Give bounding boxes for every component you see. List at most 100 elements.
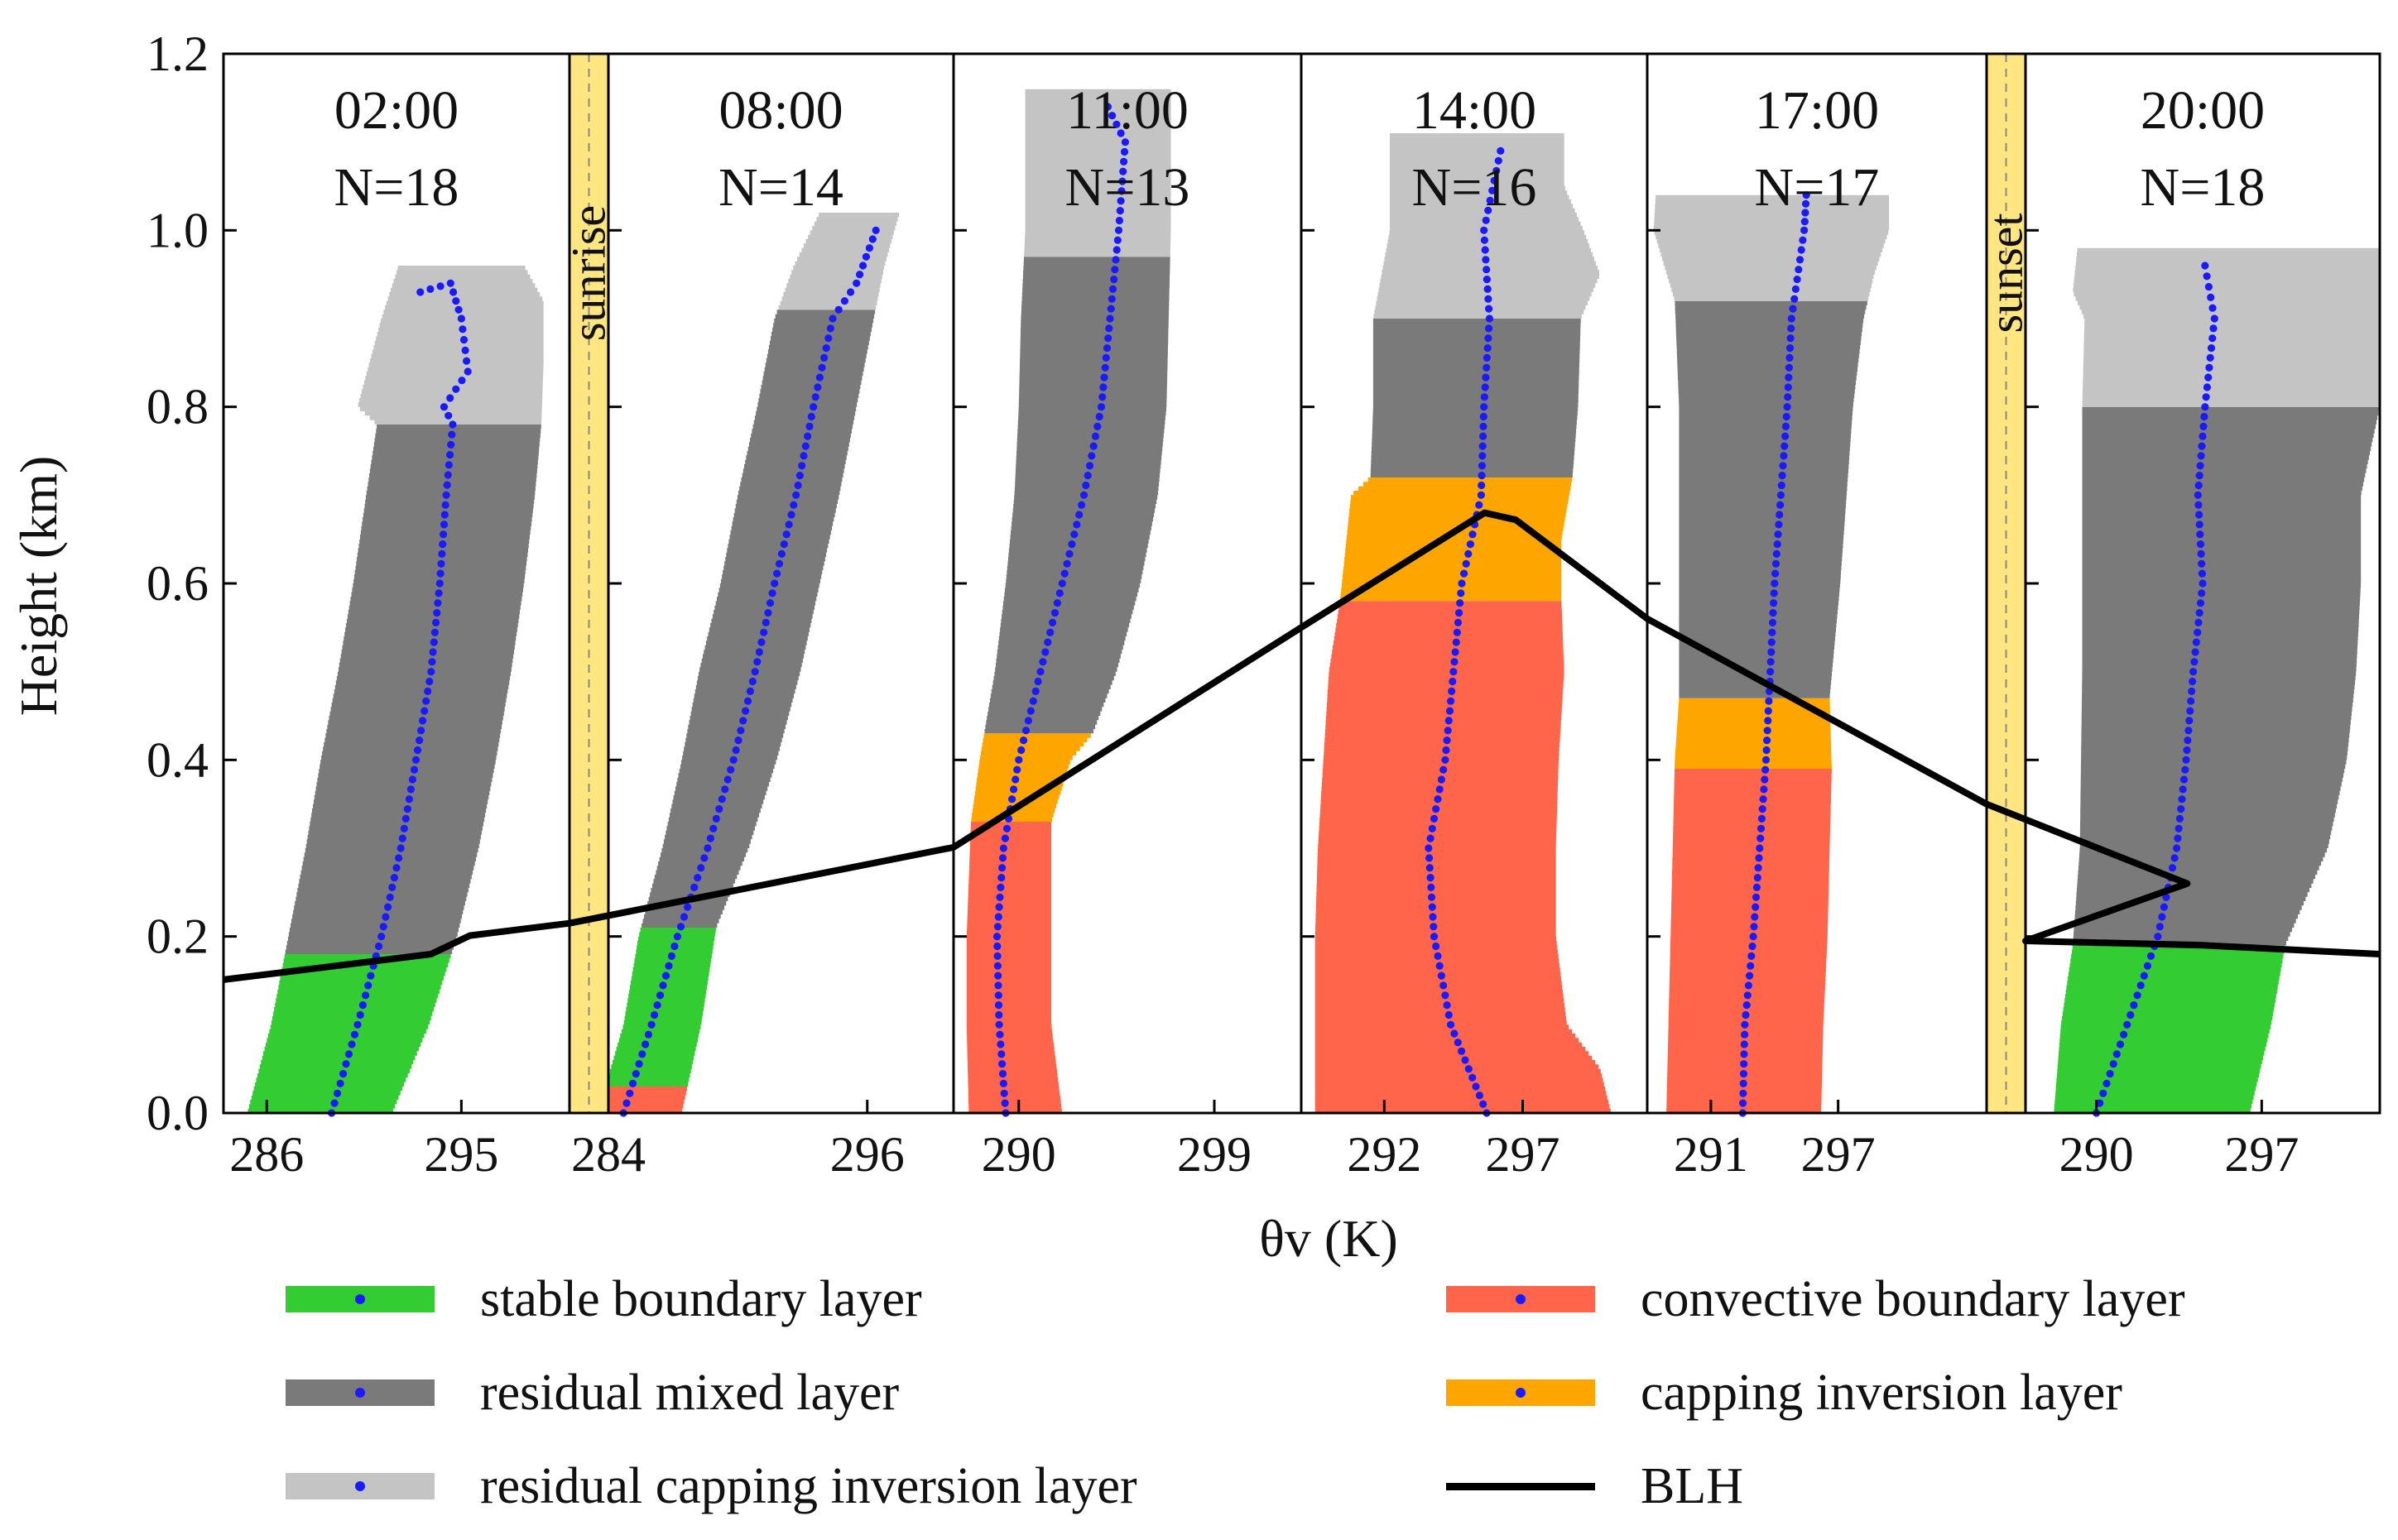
profile-point — [463, 357, 471, 365]
profile-point — [443, 481, 451, 489]
profile-point — [1044, 638, 1052, 646]
legend-label: residual capping inversion layer — [480, 1457, 1137, 1514]
profile-point — [1120, 147, 1129, 156]
profile-point — [2189, 668, 2198, 676]
profile-point — [1781, 422, 1790, 430]
profile-point — [1001, 834, 1009, 842]
profile-point — [626, 1089, 634, 1097]
profile-point — [1740, 1050, 1748, 1058]
profile-point — [998, 864, 1007, 872]
profile-point — [993, 942, 1002, 951]
panel-count-label: N=14 — [718, 157, 843, 218]
profile-point — [1780, 452, 1788, 460]
profile-point — [1120, 157, 1128, 166]
profile-point — [1439, 981, 1448, 990]
profile-point — [1800, 218, 1809, 226]
profile-point — [1746, 971, 1754, 980]
legend-swatch-residual-mixed — [286, 1379, 435, 1406]
layer-band-capping — [971, 733, 1091, 822]
profile-point — [417, 727, 425, 735]
profile-point — [1758, 805, 1766, 813]
profile-point — [1747, 952, 1756, 960]
profile-point — [446, 451, 454, 459]
profile-point — [2194, 628, 2202, 636]
profile-point — [1091, 432, 1100, 440]
profile-point — [1778, 472, 1786, 480]
x-tick-label: 290 — [982, 1127, 1056, 1182]
profile-point — [2099, 1089, 2107, 1097]
profile-point — [700, 854, 709, 862]
profile-point — [992, 933, 1002, 941]
profile-point — [1785, 363, 1793, 372]
profile-point — [673, 933, 682, 941]
profile-point — [665, 962, 673, 970]
profile-point — [1441, 991, 1449, 1000]
profile-point — [1753, 874, 1761, 882]
profile-point — [461, 346, 469, 354]
profile-point — [1790, 295, 1799, 303]
profile-point — [1479, 422, 1487, 430]
profile-point — [1103, 344, 1112, 353]
profile-point — [1776, 491, 1785, 499]
y-tick-label: 0.6 — [147, 556, 209, 611]
profile-point — [1432, 805, 1440, 813]
profile-point — [1802, 191, 1810, 199]
profile-point — [995, 1010, 1003, 1019]
profile-point — [1478, 452, 1487, 460]
profile-point — [1425, 864, 1434, 872]
profile-point — [1461, 1056, 1469, 1064]
x-tick-label: 297 — [1486, 1127, 1560, 1182]
layer-bands — [247, 89, 2380, 1113]
profile-point — [2162, 893, 2170, 901]
profile-point — [1741, 1030, 1749, 1039]
legend-item-residual-mixed: residual mixed layer — [286, 1355, 899, 1430]
profile-point — [1065, 549, 1074, 559]
panel-time-label: 02:00 — [334, 80, 459, 141]
profile-point — [805, 422, 814, 430]
profile-point — [994, 971, 1002, 980]
profile-point — [1739, 1089, 1747, 1097]
profile-point — [743, 697, 752, 705]
profile-point — [2133, 991, 2141, 1000]
profile-point — [670, 942, 679, 951]
profile-point — [807, 412, 815, 421]
profile-point — [2154, 933, 2162, 941]
profile-point — [1439, 765, 1448, 774]
profile-point — [995, 903, 1003, 911]
y-tick-label: 1.0 — [147, 203, 209, 257]
profile-point — [1435, 962, 1444, 970]
profile-point — [430, 628, 440, 636]
profile-point — [742, 707, 750, 715]
profile-point — [1793, 276, 1801, 284]
profile-point — [1453, 628, 1461, 636]
blh-line — [223, 509, 2381, 983]
blh-curve — [223, 509, 2381, 983]
profile-point — [2203, 272, 2211, 281]
profile-point — [422, 697, 430, 705]
profile-point — [1000, 1089, 1008, 1097]
profile-point — [2112, 1050, 2121, 1058]
profile-point — [1449, 668, 1458, 676]
profile-point — [2188, 687, 2196, 696]
profile-point — [1430, 923, 1438, 931]
profile-point — [439, 540, 447, 549]
profile-point — [2196, 540, 2205, 549]
profile-point — [1481, 246, 1489, 254]
layer-band-stable — [2054, 945, 2285, 1113]
profile-point — [2210, 314, 2218, 323]
legend-label: residual mixed layer — [480, 1364, 900, 1421]
profile-point — [449, 288, 458, 296]
profile-point — [2194, 618, 2203, 627]
time-markers: sunrise sunset — [562, 54, 2033, 1113]
profile-point — [442, 491, 450, 499]
profile-point — [2143, 962, 2151, 970]
panel-time-label: 08:00 — [718, 80, 843, 141]
profile-point — [1786, 334, 1795, 343]
profile-point — [1784, 393, 1792, 401]
profile-point — [1001, 1099, 1009, 1107]
profile-point — [1430, 933, 1439, 941]
profile-point — [444, 471, 452, 479]
profile-point — [1801, 209, 1809, 217]
profile-point — [1482, 373, 1490, 381]
profile-point — [1070, 530, 1079, 539]
